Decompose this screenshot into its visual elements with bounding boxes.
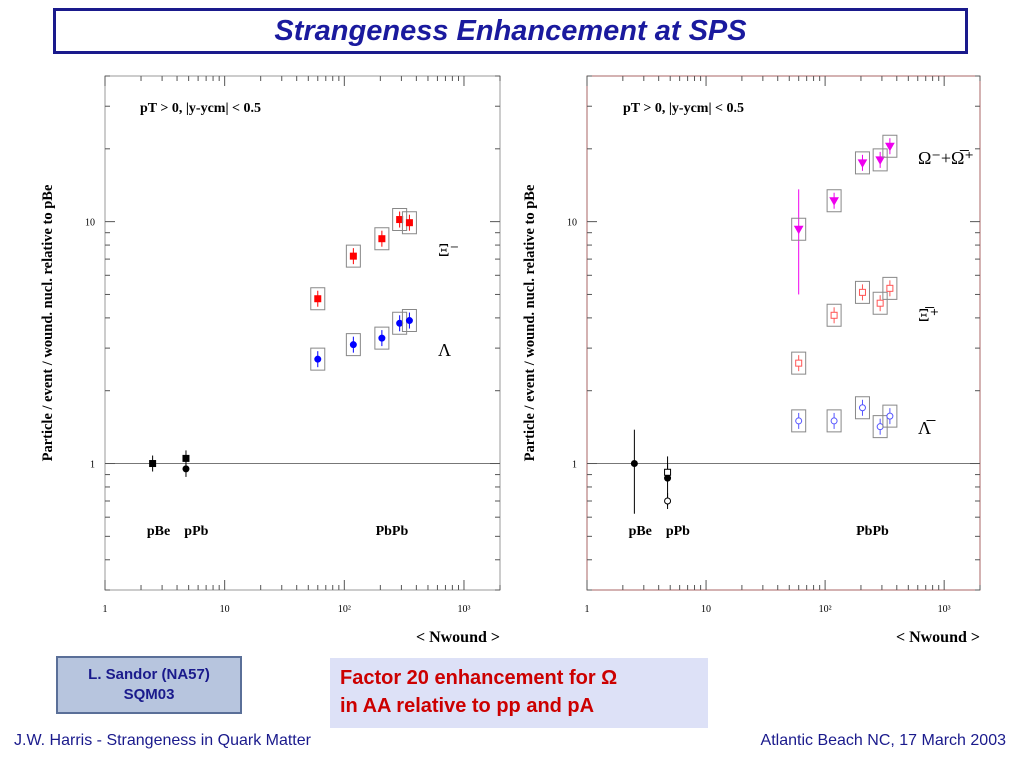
credit-box: L. Sandor (NA57) SQM03 [56,656,242,714]
data-point [796,418,802,424]
data-point [795,226,803,233]
footer-author: J.W. Harris - Strangeness in Quark Matte… [14,732,311,750]
data-point [379,335,385,341]
x-tick-label: 10² [338,604,351,615]
system-label: pPb [666,524,690,539]
legend-label: Ω⁻+Ω̅⁺ [918,148,974,168]
system-label: pPb [184,524,208,539]
x-tick-label: 10 [220,604,230,615]
data-point [183,455,189,461]
x-tick-label: 1 [103,604,108,615]
credit-author: L. Sandor (NA57) [88,665,210,685]
data-point [350,253,356,259]
data-point [859,289,865,295]
system-label: PbPb [856,524,889,539]
data-point [406,318,412,324]
data-point [877,300,883,306]
data-point [315,296,321,302]
y-tick-label: 1 [572,460,577,471]
data-point [887,285,893,291]
x-tick-label: 10³ [938,604,951,615]
footer-event: Atlantic Beach NC, 17 March 2003 [761,732,1006,750]
factor-line-1: Factor 20 enhancement for Ω [340,664,698,692]
y-tick-label: 10 [85,218,95,229]
data-point [183,466,189,472]
plot-frame [105,76,500,590]
legend-label: Ξ⁻ [438,240,459,260]
x-tick-label: 10² [819,604,832,615]
data-point [877,424,883,430]
y-tick-label: 10 [567,218,577,229]
system-label: PbPb [376,524,409,539]
legend-label: Ξ̅⁺ [918,305,939,325]
data-point [831,312,837,318]
cut-label: pT > 0, |y-ycm| < 0.5 [623,101,744,116]
data-point [631,461,637,467]
data-point [315,356,321,362]
x-axis-title: < Nwound > [416,629,500,646]
legend-label: Λ [438,340,451,360]
data-point [859,405,865,411]
y-axis-title: Particle / event / wound. nucl. relative… [40,184,56,461]
y-axis-title: Particle / event / wound. nucl. relative… [522,184,538,461]
cut-label: pT > 0, |y-ycm| < 0.5 [140,101,261,116]
system-label: pBe [629,524,652,539]
x-axis-title: < Nwound > [896,629,980,646]
x-tick-label: 1 [585,604,590,615]
data-point [887,413,893,419]
data-point [665,498,671,504]
data-point [796,360,802,366]
x-tick-label: 10 [701,604,711,615]
system-label: pBe [147,524,170,539]
data-point [397,217,403,223]
factor-callout: Factor 20 enhancement for Ω in AA relati… [330,658,708,728]
x-tick-label: 10³ [457,604,470,615]
data-point [858,160,866,167]
data-point [150,461,156,467]
data-point [830,198,838,205]
data-point [665,469,671,475]
data-point [831,418,837,424]
data-point [379,236,385,242]
credit-conference: SQM03 [124,685,175,705]
data-point [406,220,412,226]
data-point [350,342,356,348]
y-tick-label: 1 [90,460,95,471]
data-point [876,157,884,164]
data-point [397,320,403,326]
charts-canvas: 1 10 10² 10³ 1 10 < Nwound > Particle / event /… [0,0,1024,768]
legend-label: Λ̅ [918,418,936,438]
factor-line-2: in AA relative to pp and pA [340,692,698,720]
